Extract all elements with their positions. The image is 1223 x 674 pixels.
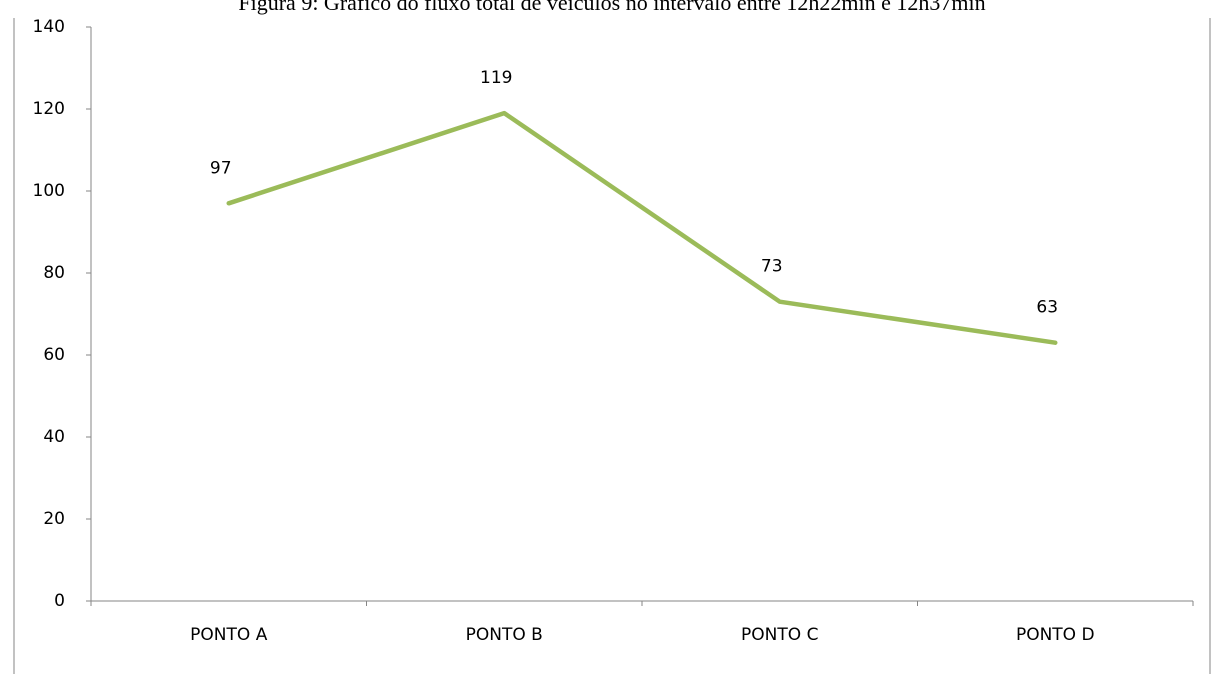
data-label: 73 xyxy=(761,257,783,277)
data-label: 119 xyxy=(480,68,512,88)
x-tick-label: PONTO C xyxy=(741,625,818,645)
y-tick-label: 140 xyxy=(33,17,65,37)
series-line xyxy=(226,110,1058,345)
y-tick-label: 100 xyxy=(33,181,65,201)
y-tick-label: 60 xyxy=(43,345,65,365)
y-tick-label: 120 xyxy=(33,99,65,119)
data-label: 97 xyxy=(210,158,232,178)
y-tick-label: 0 xyxy=(54,591,65,611)
y-tick-label: 80 xyxy=(43,263,65,283)
chart-title: Figura 9: Gráfico do fluxo total de veíc… xyxy=(238,0,985,15)
y-tick-label: 20 xyxy=(43,509,65,529)
data-label: 63 xyxy=(1036,298,1058,318)
y-tick-label: 40 xyxy=(43,427,65,447)
x-tick-label: PONTO D xyxy=(1016,625,1095,645)
x-tick-label: PONTO A xyxy=(190,625,268,645)
x-tick-label: PONTO B xyxy=(466,625,543,645)
